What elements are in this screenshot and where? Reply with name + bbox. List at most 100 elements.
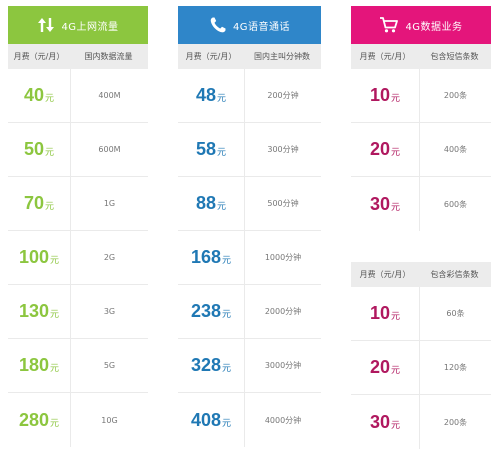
- price-unit: 元: [222, 256, 232, 266]
- allowance-value: 600M: [98, 145, 121, 154]
- table-row[interactable]: 280元 10G: [8, 393, 148, 447]
- allowance-value: 1000分钟: [264, 253, 302, 262]
- price-unit: 元: [217, 94, 227, 104]
- voice-plan-title: 4G语音通话: [232, 21, 291, 33]
- price-unit: 元: [391, 366, 401, 376]
- price-value: 50: [23, 139, 44, 159]
- price-value: 130: [18, 301, 50, 321]
- allowance-value: 10G: [101, 415, 118, 425]
- allowance-value: 120条: [443, 363, 468, 372]
- price-unit: 元: [391, 420, 401, 431]
- up-down-arrows-icon: [37, 16, 55, 34]
- price-column-label: 月费（元/月）: [359, 52, 411, 61]
- price-value: 58: [195, 139, 216, 159]
- sms-plan-rows: 10元 200条 20元 400条 30元 600条: [351, 69, 491, 231]
- price-value: 168: [190, 247, 222, 267]
- data-plan-column-header: 月费（元/月） 国内数据流量: [8, 44, 148, 69]
- price-value: 20: [369, 357, 390, 377]
- price-unit: 元: [222, 418, 232, 429]
- price-value: 70: [23, 193, 44, 213]
- price-unit: 元: [45, 202, 55, 212]
- sms-plan-panel: 4G数据业务 月费（元/月） 包含短信条数 10元 200条 20元 400条 30…: [351, 6, 491, 231]
- price-value: 30: [369, 411, 390, 432]
- data-plan-panel: 4G上网流量 月费（元/月） 国内数据流量 40元 400M 50元 600M 70…: [8, 6, 148, 447]
- allowance-value: 200条: [443, 417, 468, 427]
- allowance-value: 400M: [98, 91, 121, 100]
- table-row[interactable]: 20元 400条: [351, 123, 491, 177]
- allowance-value: 500分钟: [267, 199, 299, 208]
- price-value: 88: [195, 193, 216, 213]
- table-row[interactable]: 88元 500分钟: [178, 177, 321, 231]
- price-value: 30: [369, 193, 390, 214]
- price-value: 48: [195, 85, 216, 105]
- price-unit: 元: [45, 94, 55, 104]
- allowance-value: 2000分钟: [264, 307, 302, 316]
- sms-plan-title: 4G数据业务: [405, 21, 463, 33]
- mms-plan-rows: 10元 60条 20元 120条 30元 200条: [351, 287, 491, 449]
- price-value: 280: [18, 409, 50, 430]
- table-row[interactable]: 238元 2000分钟: [178, 285, 321, 339]
- allowance-value: 400条: [443, 145, 468, 154]
- price-column-label: 月费（元/月）: [185, 52, 237, 61]
- allowance-value: 300分钟: [267, 145, 299, 154]
- phone-icon: [209, 16, 227, 34]
- table-row[interactable]: 20元 120条: [351, 341, 491, 395]
- price-value: 40: [23, 85, 44, 105]
- value-column-label: 国内主叫分钟数: [254, 52, 310, 61]
- price-unit: 元: [217, 148, 227, 158]
- price-value: 408: [190, 409, 222, 430]
- data-plan-header: 4G上网流量: [8, 6, 148, 44]
- table-row[interactable]: 10元 200条: [351, 69, 491, 123]
- price-value: 180: [18, 355, 50, 375]
- sms-plan-header: 4G数据业务: [351, 6, 491, 44]
- data-plan-rows: 40元 400M 50元 600M 70元 1G 100元 2G 130元 3G 180元…: [8, 69, 148, 447]
- allowance-value: 5G: [103, 361, 116, 370]
- table-row[interactable]: 328元 3000分钟: [178, 339, 321, 393]
- price-unit: 元: [217, 202, 227, 212]
- allowance-value: 200条: [443, 91, 468, 100]
- voice-plan-header: 4G语音通话: [178, 6, 321, 44]
- voice-plan-column-header: 月费（元/月） 国内主叫分钟数: [178, 44, 321, 69]
- price-value: 20: [369, 139, 390, 159]
- price-column-label: 月费（元/月）: [359, 270, 411, 279]
- price-column-label: 月费（元/月）: [13, 52, 65, 61]
- data-plan-title: 4G上网流量: [61, 21, 119, 33]
- allowance-value: 4000分钟: [264, 415, 302, 425]
- price-unit: 元: [222, 364, 232, 374]
- value-column-label: 包含短信条数: [430, 52, 479, 61]
- table-row[interactable]: 130元 3G: [8, 285, 148, 339]
- price-value: 100: [18, 247, 50, 267]
- price-unit: 元: [45, 148, 55, 158]
- table-row[interactable]: 40元 400M: [8, 69, 148, 123]
- table-row[interactable]: 50元 600M: [8, 123, 148, 177]
- table-row[interactable]: 100元 2G: [8, 231, 148, 285]
- price-value: 10: [369, 303, 390, 323]
- table-row[interactable]: 70元 1G: [8, 177, 148, 231]
- allowance-value: 600条: [443, 199, 468, 209]
- table-row[interactable]: 30元 600条: [351, 177, 491, 231]
- price-unit: 元: [391, 148, 401, 158]
- table-row[interactable]: 168元 1000分钟: [178, 231, 321, 285]
- price-unit: 元: [391, 94, 401, 104]
- price-unit: 元: [50, 364, 60, 374]
- mms-plan-column-header: 月费（元/月） 包含彩信条数: [351, 262, 491, 287]
- allowance-value: 200分钟: [267, 91, 299, 100]
- price-value: 238: [190, 301, 222, 321]
- price-unit: 元: [50, 418, 60, 429]
- value-column-label: 包含彩信条数: [430, 270, 479, 279]
- table-row[interactable]: 58元 300分钟: [178, 123, 321, 177]
- table-row[interactable]: 10元 60条: [351, 287, 491, 341]
- table-row[interactable]: 180元 5G: [8, 339, 148, 393]
- mms-plan-panel: 月费（元/月） 包含彩信条数 10元 60条 20元 120条 30元 200条: [351, 262, 491, 449]
- allowance-value: 3G: [103, 307, 116, 316]
- price-value: 10: [369, 85, 390, 105]
- table-row[interactable]: 48元 200分钟: [178, 69, 321, 123]
- shopping-cart-icon: [379, 16, 399, 34]
- table-row[interactable]: 408元 4000分钟: [178, 393, 321, 447]
- price-value: 328: [190, 355, 222, 375]
- price-unit: 元: [222, 310, 232, 320]
- price-unit: 元: [50, 310, 60, 320]
- allowance-value: 60条: [446, 309, 465, 318]
- table-row[interactable]: 30元 200条: [351, 395, 491, 449]
- sms-plan-column-header: 月费（元/月） 包含短信条数: [351, 44, 491, 69]
